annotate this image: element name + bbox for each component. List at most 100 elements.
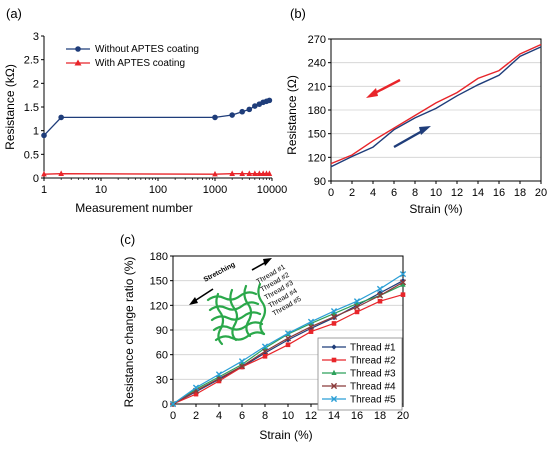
data-point-series-5 [330, 307, 338, 315]
x-tick-label: 20 [397, 410, 409, 422]
data-point-series-2 [246, 170, 253, 176]
legend-marker-thread-1 [331, 344, 337, 350]
data-point-series-2 [216, 378, 222, 384]
x-tick-label: 2 [193, 410, 199, 422]
x-tick-label: 10 [95, 184, 107, 196]
data-point-series-4 [330, 313, 338, 320]
legend-marker-without-aptes [75, 46, 81, 52]
panel-b-plot: 90 120 150 180 210 240 270 0 2 4 6 8 10 12 14 16 18 20 [308, 34, 547, 199]
x-tick-label: 12 [305, 410, 317, 422]
data-point-series-2 [266, 170, 273, 176]
stretch-arrow-left-head [189, 297, 198, 305]
data-point-series-5 [169, 400, 177, 408]
data-point-series-2 [308, 329, 314, 334]
x-tick-label: 16 [351, 410, 363, 422]
y-tick-label: 240 [308, 58, 326, 70]
data-point-series-1 [41, 132, 47, 139]
x-tick-label: 0 [170, 410, 176, 422]
legend-marker-thread-2 [331, 357, 337, 363]
data-point-series-2 [377, 298, 383, 304]
panel-c: (c) Resistance change ratio (%) Strain (… [120, 232, 409, 442]
panel-b-label: (b) [290, 6, 306, 21]
data-point-series-2 [229, 170, 235, 176]
data-point-series-5 [192, 384, 200, 391]
data-point-series-2 [239, 170, 245, 176]
y-tick-label: 0 [162, 399, 168, 411]
panel-c-legend-items: Thread #1 Thread #2 Thread #3 Thread #4 Thre… [322, 343, 396, 406]
x-tick-label: 4 [216, 410, 222, 422]
data-point-series-4 [307, 323, 315, 330]
data-point-series-1 [246, 106, 253, 113]
y-tick-label: 1 [33, 126, 39, 138]
data-point-series-5 [238, 358, 246, 365]
x-tick-label: 1 [41, 184, 47, 196]
x-tick-label: 6 [391, 187, 397, 199]
x-tick-label: 6 [239, 410, 245, 422]
y-tick-label: 180 [150, 251, 168, 263]
panel-c-ylabel: Resistance change ratio (%) [122, 257, 136, 408]
legend-marker-thread-5 [330, 395, 338, 403]
series-line-2 [330, 43, 542, 165]
data-point-series-3 [400, 281, 406, 287]
arrow-decreasing-head [366, 88, 378, 98]
y-tick-label: 210 [308, 81, 326, 93]
x-tick-label: 18 [374, 410, 386, 422]
data-point-series-4 [238, 363, 246, 370]
y-tick-label: 150 [150, 276, 168, 288]
legend-label-thread-2: Thread #2 [350, 356, 396, 367]
data-point-series-2 [285, 342, 291, 348]
y-tick-label: 120 [150, 300, 168, 312]
inset-thread-labels: Thread #1 Thread #2 Thread #3 Thread #4 … [256, 264, 303, 318]
panel-a-label: (a) [6, 6, 22, 21]
panel-b-xlabel: Strain (%) [409, 202, 462, 216]
data-point-series-1 [252, 103, 258, 109]
data-point-series-4 [353, 303, 361, 311]
panel-a-ylabel: Resistance (kΩ) [3, 64, 17, 150]
data-point-series-1 [229, 112, 235, 118]
y-tick-label: 120 [308, 152, 326, 164]
data-point-series-2 [212, 170, 218, 177]
y-tick-label: 2.5 [24, 55, 39, 67]
y-tick-label: 1.5 [24, 102, 39, 114]
y-tick-label: 270 [308, 34, 326, 46]
data-point-series-2 [256, 170, 263, 176]
legend-label-with-aptes: With APTES coating [95, 58, 185, 69]
x-tick-label: 10 [430, 187, 442, 199]
series-line-1 [43, 99, 270, 136]
x-tick-label: 20 [535, 187, 547, 199]
data-point-series-5 [261, 343, 269, 350]
legend-marker-thread-3 [331, 369, 337, 375]
data-point-series-5 [376, 285, 384, 292]
x-tick-label: 2 [349, 187, 355, 199]
x-tick-label: 12 [451, 187, 463, 199]
panel-a-legend: Without APTES coating With APTES coating [66, 44, 199, 69]
legend-marker-thread-4 [330, 382, 338, 390]
series-line-1 [330, 46, 542, 168]
panel-c-legend: Thread #1 Thread #2 Thread #3 Thread #4 Thre… [317, 337, 403, 411]
y-tick-label: 30 [156, 374, 168, 386]
panel-b-arrows [366, 78, 431, 149]
x-tick-label: 10 [282, 410, 294, 422]
arrow-increasing-head [419, 126, 431, 135]
data-point-series-4 [399, 279, 407, 286]
legend-label-thread-3: Thread #3 [350, 369, 396, 380]
stretch-arrow-right-head [263, 258, 272, 266]
legend-label-without-aptes: Without APTES coating [95, 44, 199, 55]
x-tick-label: 8 [262, 410, 268, 422]
panel-c-label: (c) [120, 232, 135, 247]
x-tick-label: 18 [514, 187, 526, 199]
plot-frame [173, 255, 404, 404]
panel-b-ylabel: Resistance (Ω) [285, 75, 299, 155]
data-point-series-3 [354, 300, 360, 306]
data-point-series-4 [261, 348, 269, 355]
y-tick-label: 90 [156, 325, 168, 337]
data-point-series-2 [262, 354, 268, 359]
data-point-series-5 [215, 371, 223, 378]
data-point-series-2 [400, 292, 406, 297]
data-point-series-4 [284, 335, 292, 342]
data-point-series-2 [331, 321, 337, 326]
data-point-series-3 [331, 310, 337, 316]
x-tick-label: 0 [328, 187, 334, 199]
y-tick-label: 3 [33, 31, 39, 43]
mesh-illustration [206, 282, 267, 346]
